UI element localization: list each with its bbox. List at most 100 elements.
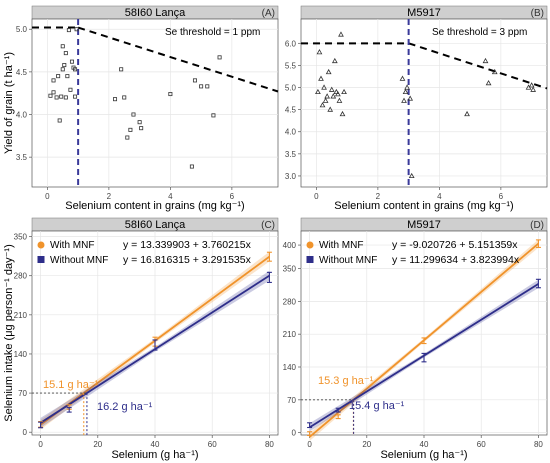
data-point-a <box>73 94 78 99</box>
decline-line-a <box>77 26 279 93</box>
data-point-a <box>59 94 64 99</box>
data-point-a <box>113 97 118 102</box>
ticks-a: 0 2 4 6 3.5 4.0 4.5 5.0 <box>16 25 235 201</box>
tick-label-x-c: 80 <box>265 440 274 449</box>
data-point-b <box>404 84 410 90</box>
data-point-a <box>54 95 59 100</box>
data-point-b <box>402 88 409 95</box>
strip-title-b: M5917 <box>407 7 441 19</box>
data-point-a <box>51 78 56 83</box>
threshold-annotation-b: Se threshold = 3 ppm <box>432 27 527 38</box>
data-point-b <box>316 49 323 55</box>
plot-area-b <box>300 18 548 188</box>
data-point-a <box>63 95 68 100</box>
lines-a <box>32 19 279 187</box>
tick-label-x-d: 20 <box>362 440 371 449</box>
data-point-a <box>139 126 144 131</box>
data-point-a <box>122 95 127 100</box>
top-y-axis-label: Yield of grain (t ha⁻¹) <box>3 52 15 154</box>
data-point-a <box>60 44 65 49</box>
data-point-b <box>482 57 489 64</box>
tick-label-y-a: 4.0 <box>16 111 28 120</box>
data-point-a <box>192 78 197 83</box>
tick-label-x-c: 0 <box>38 440 43 449</box>
data-point-a <box>73 67 78 72</box>
top-x-axis-label-right: Selenium content in grains (mg kg⁻¹) <box>334 200 513 212</box>
tick-label-x-a: 6 <box>230 192 235 201</box>
tick-label-y-c: 70 <box>18 389 27 398</box>
data-point-a <box>69 59 74 64</box>
data-point-b <box>399 75 406 81</box>
legend-d-with-mnf-equation: y = -9.020726 + 5.151359x <box>392 239 518 251</box>
data-point-a <box>168 92 173 97</box>
tick-label-x-b: 2 <box>376 192 381 201</box>
tick-label-y-c: 350 <box>14 233 28 242</box>
tick-label-y-d: 140 <box>283 363 297 372</box>
grid-d <box>301 231 547 435</box>
panel-a: 58I60 Lança (A) 0 2 4 6 3.5 4.0 4.5 5.0 Se thre… <box>16 5 279 201</box>
data-point-b <box>328 86 335 92</box>
data-point-b <box>407 95 414 101</box>
data-point-b <box>401 97 407 103</box>
data-point-b <box>336 97 343 103</box>
ticks-c: 0 20 40 60 80 0 70 140 210 280 350 <box>14 233 275 449</box>
data-point-a <box>205 84 210 89</box>
legend-d: With MNF y = -9.020726 + 5.151359x Witho… <box>306 239 520 266</box>
grid-c <box>32 231 278 435</box>
data-point-b <box>528 82 535 88</box>
data-point-b <box>338 31 344 37</box>
data-point-a <box>125 135 130 140</box>
data-point-a <box>128 127 133 132</box>
data-point-b <box>464 110 470 117</box>
lines-b <box>301 19 548 187</box>
tick-label-x-c: 40 <box>151 440 160 449</box>
panel-b: M5917 (B) 0 2 4 6 3.0 3.5 4.0 4.5 5.0 5.5 6.0 Se t… <box>285 5 548 201</box>
data-point-b <box>331 57 338 64</box>
tick-label-x-d: 60 <box>477 440 486 449</box>
bottom-x-axis-label: Selenium (g ha⁻¹) <box>111 449 198 461</box>
legend-d-with-mnf-icon <box>306 241 314 249</box>
data-point-a <box>189 164 194 169</box>
data-point-b <box>530 86 537 92</box>
data-point-a <box>65 74 70 79</box>
data-point-a <box>56 74 61 79</box>
data-point-b <box>319 102 326 108</box>
tick-label-y-b: 5.5 <box>285 61 297 70</box>
tick-label-y-d: 0 <box>292 429 297 438</box>
legend-c: With MNF y = 13.339903 + 3.760215x Witho… <box>37 239 252 266</box>
legend-c-without-mnf-label: Without MNF <box>50 255 108 266</box>
panel-letter-a: (A) <box>262 8 275 19</box>
tick-label-y-c: 210 <box>14 311 28 320</box>
threshold-annotation-a: Se threshold = 1 ppm <box>165 27 260 38</box>
data-point-b <box>318 75 324 81</box>
data-point-b <box>322 97 329 103</box>
tick-label-x-c: 60 <box>208 440 217 449</box>
tick-label-y-a: 5.0 <box>16 25 28 34</box>
legend-c-without-mnf-icon <box>37 256 45 263</box>
legend-c-with-mnf-label: With MNF <box>50 240 94 251</box>
tick-label-x-b: 4 <box>437 192 442 201</box>
annotation-d-with-mnf: 15.3 g ha⁻¹ <box>318 375 374 387</box>
tick-label-x-a: 0 <box>45 192 50 201</box>
data-point-a <box>199 84 204 89</box>
data-point-a <box>62 63 67 68</box>
data-point-a <box>48 93 53 98</box>
tick-label-y-a: 3.5 <box>16 153 28 162</box>
data-point-b <box>485 79 492 86</box>
data-point-a <box>119 67 124 72</box>
tick-label-x-d: 0 <box>307 440 312 449</box>
tick-label-y-c: 0 <box>23 428 28 437</box>
tick-label-x-b: 6 <box>499 192 504 201</box>
legend-c-without-mnf-equation: y = 16.816315 + 3.291535x <box>123 254 252 266</box>
tick-label-y-b: 4.0 <box>285 128 297 137</box>
strip-title-a: 58I60 Lança <box>125 7 186 19</box>
data-point-b <box>333 88 340 95</box>
panel-letter-b: (B) <box>531 8 544 19</box>
tick-label-y-d: 400 <box>283 241 297 250</box>
data-point-a <box>57 118 62 123</box>
data-point-a <box>60 67 65 72</box>
legend-c-with-mnf-equation: y = 13.339903 + 3.760215x <box>123 239 252 251</box>
tick-label-x-b: 0 <box>314 192 319 201</box>
data-point-a <box>217 55 222 60</box>
